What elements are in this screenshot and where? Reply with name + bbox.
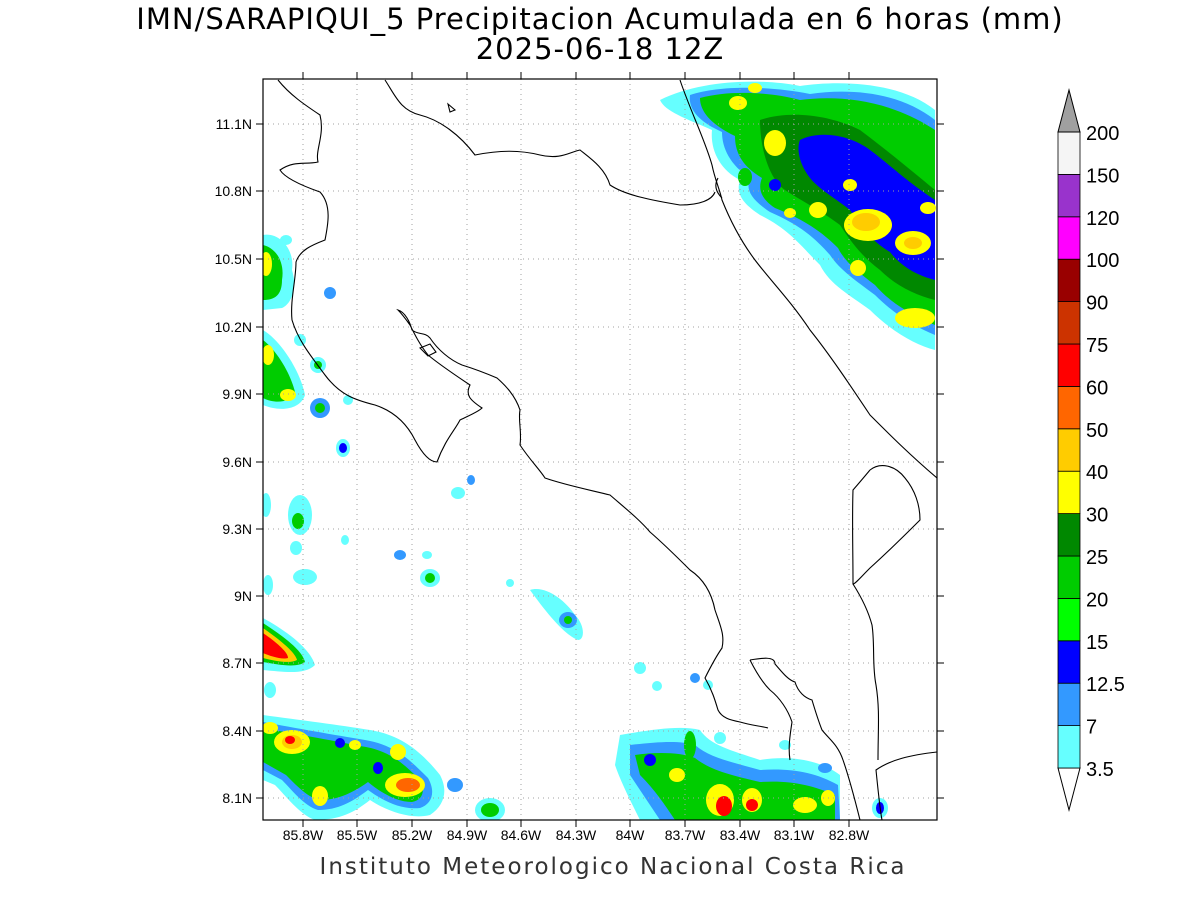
colorbar-level-label: 25 — [1086, 547, 1108, 569]
colorbar-swatch — [1057, 598, 1081, 642]
lon-label: 85.8W — [283, 827, 324, 843]
lon-label: 84.9W — [447, 827, 488, 843]
lat-ticks — [256, 123, 944, 799]
colorbar-swatch — [1057, 682, 1081, 727]
lat-label: 9.3N — [222, 521, 252, 537]
colorbar-swatch — [1057, 385, 1081, 430]
graticule — [263, 79, 937, 820]
rain-area-northeast — [660, 81, 936, 350]
colorbar-swatch — [1057, 555, 1081, 599]
colorbar-level-label: 90 — [1086, 293, 1108, 315]
lat-label: 10.8N — [215, 183, 252, 199]
rain-area-central — [530, 589, 713, 691]
lat-label: 9.9N — [222, 386, 252, 402]
colorbar-lower-arrow — [1057, 767, 1081, 812]
lat-label: 8.4N — [222, 723, 252, 739]
lat-label: 10.2N — [215, 319, 252, 335]
lat-label: 9N — [234, 588, 252, 604]
colorbar-level-label: 200 — [1086, 123, 1119, 145]
colorbar-level-label: 75 — [1086, 335, 1108, 357]
lon-label: 84.6W — [501, 827, 542, 843]
colorbar-swatch — [1057, 513, 1081, 557]
lon-label: 82.8W — [829, 827, 870, 843]
colorbar-level-label: 50 — [1086, 420, 1108, 442]
colorbar-swatch — [1057, 428, 1081, 472]
lon-label: 85.5W — [337, 827, 378, 843]
map-title: IMN/SARAPIQUI_5 Precipitacion Acumulada … — [136, 2, 1064, 36]
precipitation-field — [263, 81, 936, 820]
colorbar-upper-arrow — [1057, 88, 1081, 133]
colorbar-level-label: 120 — [1086, 208, 1119, 230]
colorbar-level-label: 100 — [1086, 250, 1119, 272]
lat-label: 10.5N — [215, 251, 252, 267]
lon-label: 83.7W — [665, 827, 706, 843]
lon-ticks — [302, 72, 850, 827]
lon-label: 84.3W — [556, 827, 597, 843]
colorbar-level-label: 12.5 — [1086, 674, 1125, 696]
colorbar-swatch — [1057, 470, 1081, 515]
pacific-coast — [277, 79, 769, 729]
lon-label: 83.4W — [720, 827, 761, 843]
colorbar-swatch — [1057, 173, 1081, 218]
lat-label: 8.1N — [222, 790, 252, 806]
colorbar-level-label: 15 — [1086, 632, 1108, 654]
colorbar-swatch — [1057, 258, 1081, 303]
colorbar-swatch — [1057, 343, 1081, 387]
colorbar-level-label: 20 — [1086, 589, 1108, 611]
nicaragua-border — [384, 79, 716, 206]
colorbar-swatch — [1057, 640, 1081, 684]
colorbar-level-label: 30 — [1086, 505, 1108, 527]
colorbar-swatch — [1057, 725, 1081, 769]
rain-area-west — [263, 234, 514, 698]
colorbar-level-label: 150 — [1086, 165, 1119, 187]
colorbar-level-label: 3.5 — [1086, 759, 1114, 781]
panama-border — [852, 465, 921, 585]
colorbar-swatch — [1057, 301, 1081, 345]
map-frame — [262, 78, 938, 821]
footer-credit: Instituto Meteorologico Nacional Costa R… — [319, 854, 907, 880]
colorbar-level-label: 60 — [1086, 377, 1108, 399]
country-borders — [277, 79, 937, 820]
caribbean-coast — [679, 79, 937, 479]
rain-area-southwest — [263, 715, 505, 820]
colorbar-swatch — [1057, 131, 1081, 175]
colorbar-level-label: 40 — [1086, 462, 1108, 484]
map-subtitle-datetime: 2025-06-18 12Z — [475, 32, 725, 66]
lon-label: 84W — [616, 827, 646, 843]
lon-label: 83.1W — [774, 827, 815, 843]
lat-label: 11.1N — [216, 116, 252, 132]
lat-label: 9.6N — [222, 454, 252, 470]
lat-label: 8.7N — [222, 655, 252, 671]
colorbar-level-label: 7 — [1086, 717, 1097, 739]
colorbar-legend: 3.5 7 12.5 15 20 25 30 40 50 60 75 90 100 120 150 200 — [1057, 88, 1125, 812]
colorbar-swatch — [1057, 216, 1081, 260]
lon-label: 85.2W — [392, 827, 433, 843]
